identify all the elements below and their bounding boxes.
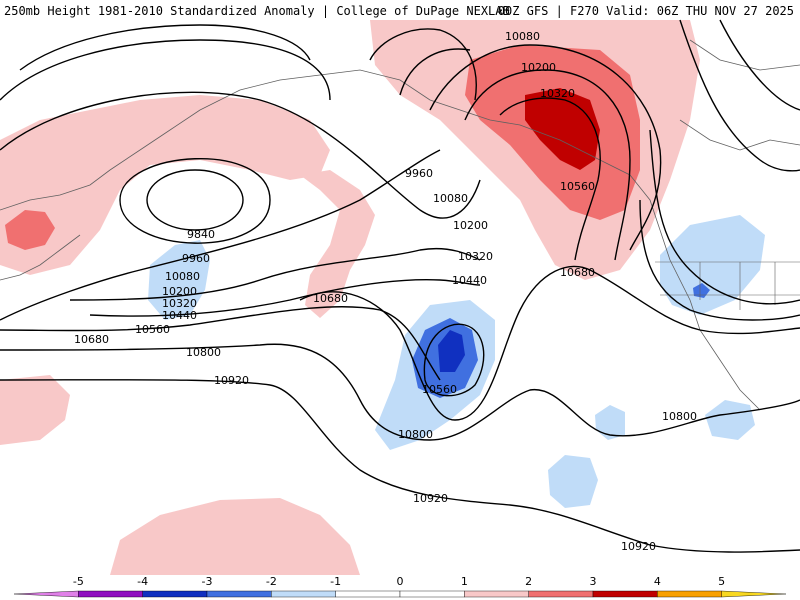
- label-10320-c: 10320: [540, 87, 575, 100]
- label-10440-b: 10440: [452, 274, 487, 287]
- contour-east-4: [719, 19, 800, 111]
- legend-tick-label: -4: [137, 575, 148, 588]
- legend: -5 -4 -3 -2 -1 0 1 2 3 4 5: [0, 575, 800, 600]
- contour-upper-3: [369, 28, 477, 101]
- legend-swatch: [78, 590, 143, 598]
- legend-swatch: [528, 590, 594, 598]
- contour-10200-ridge: [464, 69, 631, 261]
- anomaly-negative-small-1: [595, 405, 625, 440]
- legend-swatch: [721, 590, 787, 598]
- legend-tick-label: 0: [397, 575, 404, 588]
- label-9960-a: 9960: [182, 252, 210, 265]
- contour-labels: 9840 9960 9960 10080 10080 10080 10200 1…: [74, 30, 697, 553]
- contour-10560-west: [0, 306, 441, 381]
- label-9960-b: 9960: [405, 167, 433, 180]
- label-10320-a: 10320: [162, 297, 197, 310]
- anomaly-positive-bering: [0, 95, 330, 275]
- legend-tick-label: -2: [266, 575, 277, 588]
- contour-10080-west: [0, 149, 441, 321]
- legend-swatch: [206, 590, 272, 598]
- anomaly-negative-westus-2: [693, 283, 710, 298]
- contour-10440-west: [89, 278, 481, 317]
- legend-tick-label: -5: [73, 575, 84, 588]
- anomaly-negative-small-2: [548, 455, 598, 508]
- contour-10320-ridge: [499, 97, 601, 261]
- contour-10320-west: [69, 248, 481, 301]
- contour-upper-1: [0, 39, 331, 101]
- anomaly-positive-sw: [0, 375, 70, 445]
- contour-upper-2: [19, 24, 311, 71]
- label-10920-a: 10920: [214, 374, 249, 387]
- label-10800-b: 10800: [398, 428, 433, 441]
- map-title: 250mb Height 1981-2010 Standardized Anom…: [4, 4, 510, 18]
- label-10680-b: 10680: [313, 292, 348, 305]
- label-10560-c: 10560: [560, 180, 595, 193]
- label-10680-a: 10680: [74, 333, 109, 346]
- label-10920-b: 10920: [413, 492, 448, 505]
- label-10920-c: 10920: [621, 540, 656, 553]
- anomaly-negative-small-3: [705, 400, 755, 440]
- model-run-info: 00Z GFS | F270 Valid: 06Z THU NOV 27 202…: [497, 4, 794, 18]
- label-10800-c: 10800: [662, 410, 697, 423]
- label-9840: 9840: [187, 228, 215, 241]
- anomaly-positive-south: [110, 498, 360, 575]
- anomaly-shading: [0, 20, 765, 575]
- label-10680-c: 10680: [560, 266, 595, 279]
- label-10080-a: 10080: [165, 270, 200, 283]
- label-10200-c: 10200: [521, 61, 556, 74]
- label-10080-b: 10080: [433, 192, 468, 205]
- legend-swatch: [399, 590, 465, 598]
- legend-tick-label: -1: [330, 575, 341, 588]
- legend-swatch: [271, 590, 336, 598]
- anomaly-negative-west: [148, 240, 210, 320]
- legend-swatch: [142, 590, 208, 598]
- contour-east-1: [679, 19, 800, 172]
- label-10440-a: 10440: [162, 309, 197, 322]
- label-10800-a: 10800: [186, 346, 221, 359]
- contour-9840-closed: [146, 169, 244, 231]
- contour-10200-west: [0, 91, 481, 219]
- label-10080-c: 10080: [505, 30, 540, 43]
- legend-swatch: [657, 590, 722, 598]
- label-10200-a: 10200: [162, 285, 197, 298]
- contour-east-3: [639, 199, 800, 321]
- legend-tick-label: 4: [654, 575, 661, 588]
- label-10200-b: 10200: [453, 219, 488, 232]
- label-10320-b: 10320: [458, 250, 493, 263]
- anomaly-negative-trough-3: [438, 330, 465, 372]
- legend-tick-label: 1: [461, 575, 468, 588]
- contour-9960-west: [119, 157, 271, 244]
- label-10560-a: 10560: [135, 323, 170, 336]
- anomaly-positive-asia: [5, 210, 55, 250]
- contour-10080-ridge: [429, 44, 662, 251]
- legend-swatch: [464, 590, 529, 598]
- contour-10800-trough: [0, 343, 800, 441]
- legend-tick-label: -3: [202, 575, 213, 588]
- contour-10680-trough: [299, 265, 800, 421]
- label-10560-b: 10560: [422, 383, 457, 396]
- legend-swatch: [335, 590, 401, 598]
- contour-upper-4: [399, 48, 471, 96]
- anomaly-positive-aleutian: [300, 170, 375, 318]
- legend-tick-label: 3: [590, 575, 597, 588]
- height-contours: [0, 19, 800, 553]
- legend-swatch: [592, 590, 658, 598]
- state-borders: [655, 261, 800, 310]
- contour-10920: [0, 379, 800, 553]
- anomaly-negative-westus: [660, 215, 765, 315]
- legend-tick-label: 2: [525, 575, 532, 588]
- legend-tick-label: 5: [718, 575, 725, 588]
- contour-trough-inner: [423, 323, 485, 397]
- contour-east-2: [649, 129, 800, 305]
